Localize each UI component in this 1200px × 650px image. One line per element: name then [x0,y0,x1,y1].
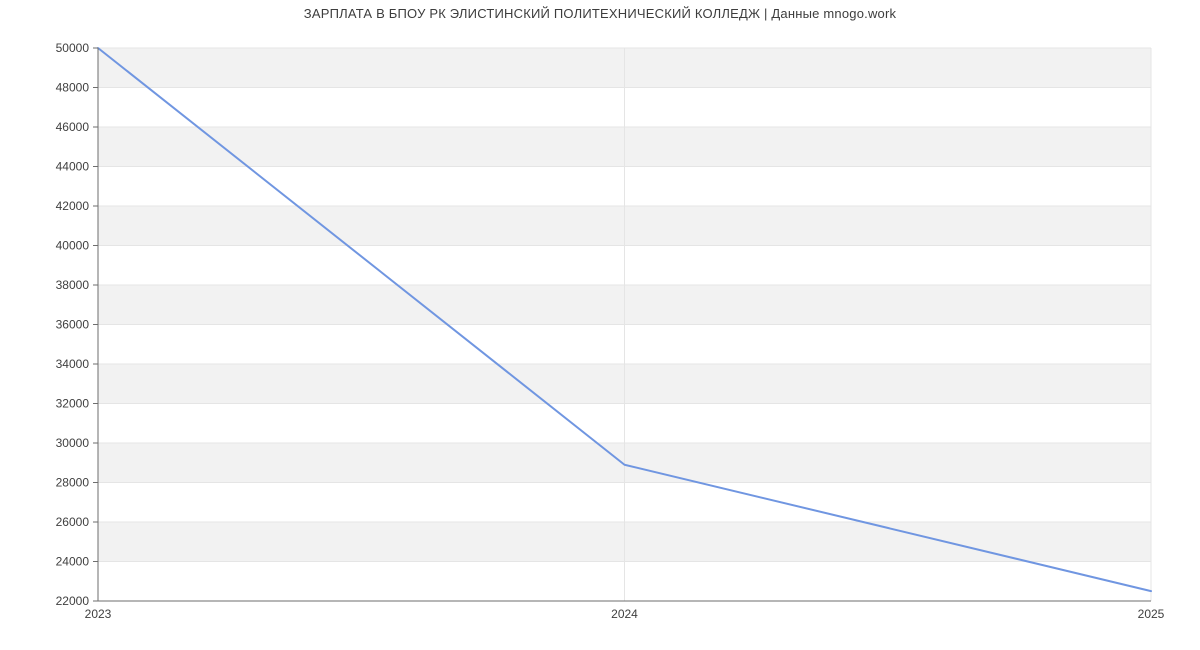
y-tick-label: 32000 [56,397,90,411]
y-tick-label: 48000 [56,81,90,95]
y-tick-label: 30000 [56,436,90,450]
y-tick-label: 46000 [56,120,90,134]
y-tick-label: 42000 [56,199,90,213]
y-tick-label: 24000 [56,555,90,569]
y-tick-label: 22000 [56,594,90,608]
y-tick-label: 40000 [56,239,90,253]
y-tick-label: 50000 [56,41,90,55]
x-tick-label: 2025 [1138,607,1165,621]
chart-title: ЗАРПЛАТА В БПОУ РК ЭЛИСТИНСКИЙ ПОЛИТЕХНИ… [303,6,897,21]
x-tick-label: 2024 [611,607,638,621]
y-tick-label: 44000 [56,160,90,174]
y-tick-label: 26000 [56,515,90,529]
y-tick-label: 34000 [56,357,90,371]
y-tick-label: 36000 [56,318,90,332]
y-tick-label: 28000 [56,476,90,490]
salary-line [97,47,1152,593]
x-tick-label: 2023 [85,607,112,621]
y-tick-label: 38000 [56,278,90,292]
